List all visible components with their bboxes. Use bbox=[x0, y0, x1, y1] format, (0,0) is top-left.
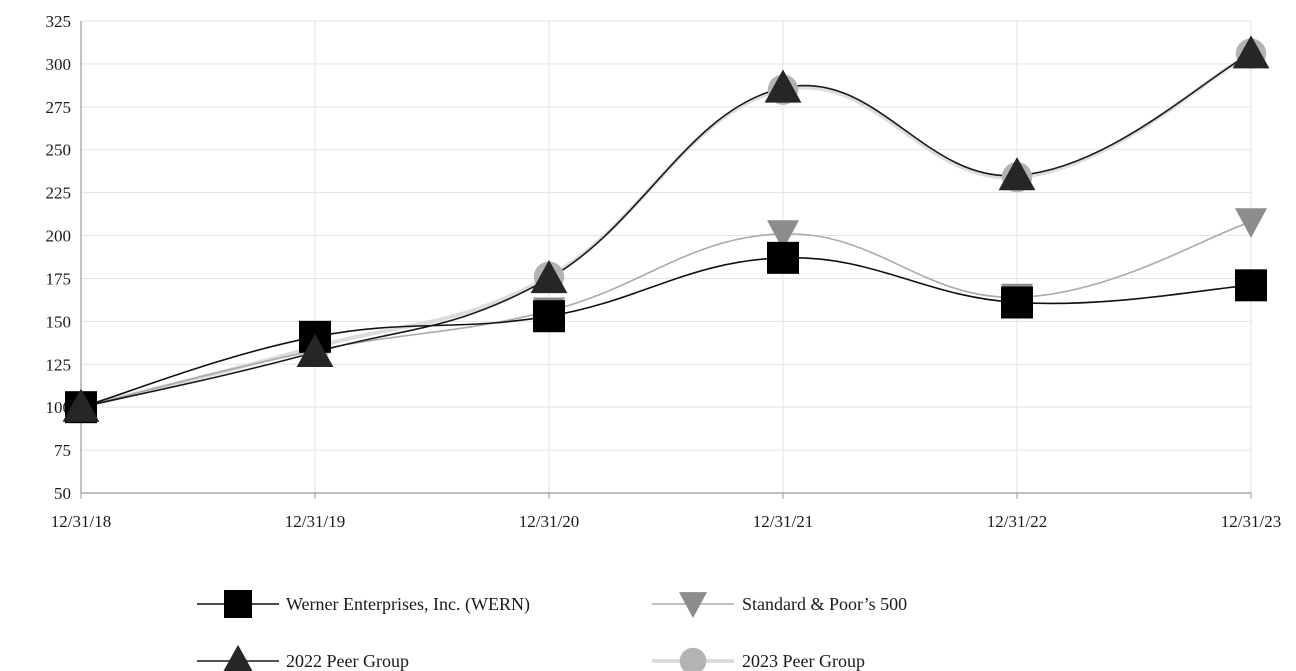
series-2-point bbox=[764, 69, 802, 103]
legend-marker-0 bbox=[224, 590, 252, 618]
y-tick-label: 150 bbox=[46, 312, 72, 331]
series-2-point bbox=[62, 388, 100, 422]
series-1-point bbox=[1235, 208, 1267, 238]
y-tick-label: 75 bbox=[54, 441, 71, 460]
x-tick-label: 12/31/23 bbox=[1221, 512, 1281, 531]
y-tick-label: 125 bbox=[46, 355, 72, 374]
y-tick-label: 100 bbox=[46, 398, 72, 417]
series-line-0 bbox=[80, 257, 1252, 408]
y-tick-label: 200 bbox=[46, 227, 72, 246]
series-line-2 bbox=[80, 52, 1252, 408]
series-0-point bbox=[533, 300, 565, 333]
series-1-point bbox=[767, 220, 799, 250]
legend-label-3: 2023 Peer Group bbox=[742, 651, 865, 671]
series-0-point bbox=[1235, 269, 1267, 302]
legend-label-2: 2022 Peer Group bbox=[286, 651, 409, 671]
series-2-point bbox=[530, 260, 568, 294]
x-tick-label: 12/31/20 bbox=[519, 512, 579, 531]
legend-label-0: Werner Enterprises, Inc. (WERN) bbox=[286, 594, 530, 615]
legend-marker-3 bbox=[679, 647, 707, 671]
y-tick-label: 225 bbox=[46, 184, 72, 203]
x-tick-label: 12/31/22 bbox=[987, 512, 1047, 531]
y-tick-label: 325 bbox=[46, 12, 72, 31]
series-2-point bbox=[1232, 35, 1270, 69]
x-tick-label: 12/31/19 bbox=[285, 512, 345, 531]
x-tick-label: 12/31/21 bbox=[753, 512, 813, 531]
series-0-point bbox=[767, 241, 799, 274]
legend: Werner Enterprises, Inc. (WERN) Standard … bbox=[197, 590, 907, 671]
series-line-1 bbox=[80, 221, 1252, 408]
x-tick-label: 12/31/18 bbox=[51, 512, 111, 531]
legend-marker-2 bbox=[223, 644, 253, 671]
y-tick-label: 300 bbox=[46, 55, 72, 74]
series-2-point bbox=[998, 157, 1036, 191]
y-tick-label: 275 bbox=[46, 98, 72, 117]
series-lines bbox=[80, 51, 1252, 410]
series-0-point bbox=[1001, 286, 1033, 319]
y-tick-label: 250 bbox=[46, 141, 72, 160]
series-2-point bbox=[296, 333, 334, 367]
gridlines bbox=[81, 20, 1252, 493]
series-markers bbox=[62, 35, 1270, 424]
axes: 50 75 100 125 150 175 200 225 250 275 300 325 12/31/… bbox=[46, 12, 1282, 531]
y-tick-label: 175 bbox=[46, 269, 72, 288]
legend-label-1: Standard & Poor’s 500 bbox=[742, 594, 907, 614]
y-tick-label: 50 bbox=[54, 484, 71, 503]
legend-marker-1 bbox=[679, 592, 707, 618]
